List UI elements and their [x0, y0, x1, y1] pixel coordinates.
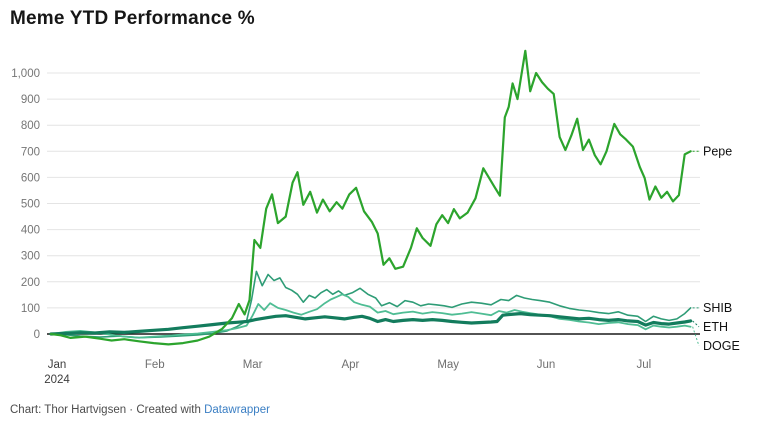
x-tick-label: Jul [636, 359, 651, 371]
footer-credit: Chart: Thor Hartvigsen · Created with [10, 404, 201, 416]
y-tick-label: 800 [21, 120, 40, 132]
y-tick-label: 100 [21, 303, 40, 315]
datawrapper-link[interactable]: Datawrapper [204, 404, 270, 416]
series-label-shib: SHIB [703, 301, 732, 315]
series-line-eth [49, 312, 693, 336]
x-tick-label: Jun [537, 359, 556, 371]
y-tick-label: 1,000 [11, 68, 40, 80]
series-line-pepe [49, 49, 692, 346]
y-tick-label: 500 [21, 199, 40, 211]
label-connector-doge [692, 326, 700, 347]
series-label-doge: DOGE [703, 339, 740, 353]
y-tick-label: 200 [21, 277, 40, 289]
x-tick-year-label: 2024 [44, 374, 70, 386]
chart-footer: Chart: Thor Hartvigsen · Created with Da… [10, 404, 270, 416]
y-tick-label: 600 [21, 172, 40, 184]
y-tick-label: 400 [21, 225, 40, 237]
y-tick-label: 300 [21, 251, 40, 263]
x-tick-label: Feb [145, 359, 165, 371]
x-tick-label: Mar [243, 359, 263, 371]
series-label-pepe: Pepe [703, 144, 732, 158]
y-tick-label: 900 [21, 94, 40, 106]
x-tick-label: Jan [48, 359, 67, 371]
series-label-eth: ETH [703, 320, 728, 334]
y-tick-label: 0 [34, 329, 40, 341]
label-connector-eth [692, 320, 700, 328]
chart-title: Meme YTD Performance % [10, 8, 255, 29]
x-tick-label: May [437, 359, 459, 371]
x-tick-label: Apr [341, 359, 359, 371]
y-tick-label: 700 [21, 146, 40, 158]
